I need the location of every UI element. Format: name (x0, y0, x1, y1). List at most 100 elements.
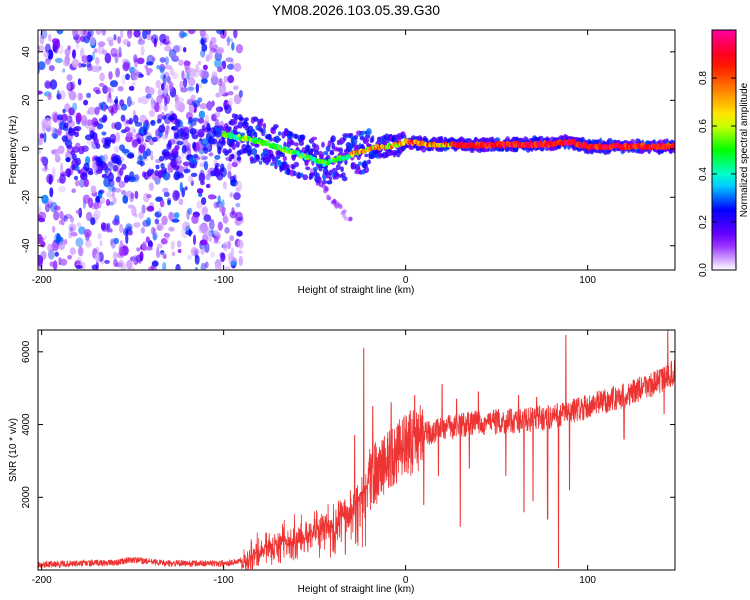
heat-cell (54, 232, 62, 244)
spectrogram-heatmap (38, 30, 675, 270)
heat-cell (321, 180, 328, 185)
heat-cell (221, 199, 225, 208)
heat-cell (217, 195, 221, 205)
heat-cell (100, 196, 106, 204)
heat-cell (304, 160, 309, 167)
heat-cell (86, 211, 93, 222)
heat-cell (98, 102, 102, 111)
heat-cell (71, 188, 76, 193)
heat-cell (68, 223, 77, 233)
heat-cell (93, 156, 102, 161)
heat-cell (74, 125, 82, 132)
heat-cell (108, 98, 113, 103)
heat-cell (104, 136, 112, 147)
heat-cell (148, 182, 154, 191)
heat-cell (87, 31, 92, 40)
heat-cell (176, 173, 185, 179)
heat-cell (184, 186, 188, 191)
heat-cell (101, 30, 107, 36)
heat-cell (38, 233, 43, 245)
heat-cell (216, 48, 224, 54)
heat-cell (335, 164, 341, 171)
heat-cell (175, 263, 181, 270)
heat-cell (106, 36, 114, 43)
heat-cell (91, 65, 99, 73)
heat-cell (171, 218, 180, 223)
heat-cell (188, 116, 193, 123)
heat-cell (87, 119, 93, 127)
heat-cell (45, 43, 51, 53)
heat-cell (44, 202, 50, 213)
heat-cell (44, 117, 52, 129)
heat-cell (87, 30, 94, 37)
heat-cell (105, 198, 111, 207)
heat-cell (397, 137, 402, 143)
heat-cell (75, 265, 83, 269)
heat-cell (290, 140, 295, 146)
heat-cell (203, 161, 209, 171)
heat-cell (126, 96, 132, 108)
heat-cell (59, 210, 64, 219)
heat-cell (131, 81, 136, 87)
heat-cell (312, 166, 318, 171)
heat-cell (364, 153, 369, 158)
heat-cell (67, 254, 72, 260)
heat-cell (137, 39, 146, 45)
snr-xlabel: Height of straight line (km) (298, 584, 415, 595)
heat-cell (90, 217, 96, 226)
heat-cell (108, 71, 113, 80)
heat-cell (334, 173, 340, 180)
heat-cell (196, 188, 204, 194)
heat-cell (127, 30, 133, 39)
heat-cell (156, 95, 163, 104)
heat-cell (165, 35, 170, 43)
heat-cell (181, 70, 185, 81)
spectrogram-xlabel: Height of straight line (km) (298, 285, 415, 296)
heat-cell (93, 121, 100, 126)
heat-cell (228, 126, 232, 132)
heat-cell (112, 251, 118, 262)
heat-cell (38, 211, 47, 220)
heat-cell (174, 212, 180, 219)
heat-cell (109, 238, 114, 246)
heat-cell (200, 138, 209, 146)
snr-panel: -200 -100 0 100 2000 4000 6000 Height of strai… (8, 329, 676, 595)
heat-cell (41, 194, 49, 204)
heat-cell (305, 144, 311, 151)
heat-cell (206, 122, 211, 132)
heat-cell (104, 52, 112, 64)
heat-cell (134, 190, 139, 200)
heat-cell (338, 204, 343, 210)
heat-cell (162, 187, 169, 193)
heat-cell (47, 93, 52, 101)
heat-cell (82, 194, 91, 204)
heat-cell (78, 226, 86, 235)
heat-cell (222, 216, 229, 224)
heat-cell (52, 225, 56, 233)
heat-cell (126, 259, 133, 270)
heat-cell (79, 92, 83, 101)
heat-cell (162, 74, 167, 85)
heat-cell (86, 60, 92, 68)
heat-cell (155, 164, 160, 170)
heat-cell (209, 219, 215, 230)
heat-cell (260, 118, 264, 123)
heat-cell (87, 106, 96, 115)
heat-cell (198, 172, 206, 183)
heat-cell (217, 112, 221, 118)
heat-cell (70, 232, 78, 237)
heat-cell (341, 172, 346, 178)
y-tick-label: 2000 (21, 486, 32, 509)
heat-cell (159, 57, 166, 63)
figure-title: YM08.2026.103.05.39.G30 (272, 2, 440, 18)
heat-cell (229, 211, 238, 219)
heat-cell (137, 96, 142, 104)
heat-cell (132, 128, 137, 134)
heat-cell (213, 201, 219, 209)
heat-cell (112, 164, 119, 172)
x-tick-label: 100 (579, 275, 596, 286)
heat-cell (109, 194, 114, 200)
heat-cell (147, 169, 153, 177)
heat-cell (77, 78, 82, 86)
heat-cell (96, 168, 103, 174)
